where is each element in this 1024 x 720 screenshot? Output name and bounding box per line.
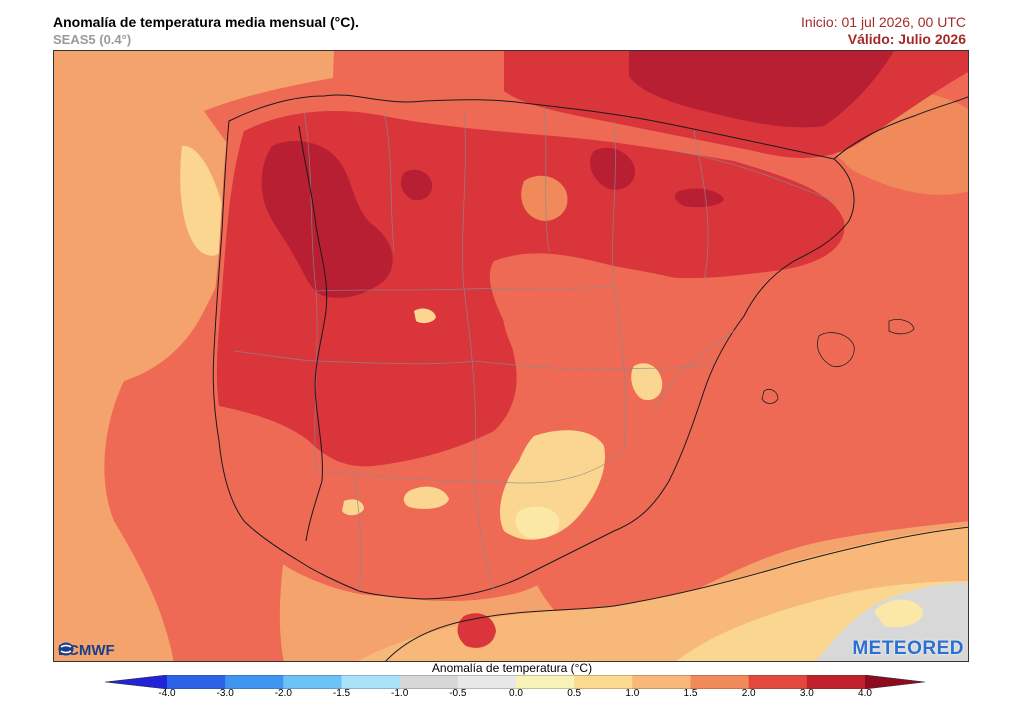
valid-time: Válido: Julio 2026 (847, 31, 966, 47)
colorbar-segment (516, 675, 575, 689)
iberia-coastline (212, 94, 855, 600)
colorbar-segment (632, 675, 691, 689)
colorbar-tick-label: -0.5 (449, 688, 467, 699)
colorbar-segment (690, 675, 750, 689)
colorbar-segment (399, 675, 459, 689)
balearic-menorca (888, 319, 915, 335)
ecmwf-icon (58, 642, 74, 656)
meteored-logo: METEORED (852, 638, 964, 659)
anomaly-area-southeast (361, 253, 724, 576)
portugal-border (298, 125, 328, 542)
colorbar-tick-label: 0.0 (509, 688, 523, 699)
colorbar-tick-label: 2.0 (741, 688, 756, 699)
colorbar-segment (748, 675, 808, 689)
balearic-mallorca (817, 332, 855, 367)
anomaly-spot-ebro (589, 147, 635, 190)
anomaly-patch-cordoba (403, 486, 449, 509)
anomaly-patch-valencia (631, 363, 663, 401)
colorbar-segment (574, 675, 633, 689)
pyrenees-coast (833, 96, 968, 160)
anomaly-spot-aragon (674, 188, 724, 208)
anomaly-patch-atlantic-light (180, 145, 227, 256)
model-label: SEAS5 (0.4°) (53, 32, 132, 47)
colorbar-tick-label: -3.0 (216, 688, 234, 699)
colorbar-tick-label: -4.0 (158, 688, 176, 699)
anomaly-patch-madrid (414, 308, 436, 324)
colorbar-segment (283, 675, 342, 689)
map-canvas (54, 51, 968, 661)
africa-coastline (385, 526, 968, 661)
ecmwf-logo: ECMWF (58, 642, 115, 659)
region-borders (233, 105, 835, 592)
colorbar-tick-label: 1.5 (683, 688, 698, 699)
colorbar-segment (225, 675, 284, 689)
colorbar-tick-label: 3.0 (799, 688, 814, 699)
anomaly-spot-castilla (400, 169, 433, 201)
colorbar-tick-label: -2.0 (274, 688, 292, 699)
colorbar-segment (341, 675, 401, 689)
colorbar-extend-high (865, 675, 925, 689)
colorbar-segment (806, 675, 866, 689)
anomaly-spot-alboran (457, 613, 496, 648)
map-title: Anomalía de temperatura media mensual (°… (53, 14, 359, 30)
anomaly-area-ne-darkest (629, 51, 894, 128)
colorbar-tick-label: 0.5 (567, 688, 582, 699)
colorbar-segment (457, 675, 517, 689)
temperature-anomaly-map[interactable]: ECMWF METEORED (53, 50, 969, 662)
africa-yellow-spot (874, 599, 923, 628)
balearic-ibiza (761, 389, 779, 404)
colorbar-segment (167, 675, 226, 689)
colorbar (105, 675, 925, 689)
colorbar-tick-label: 4.0 (858, 688, 872, 699)
colorbar-label: Anomalía de temperatura (°C) (431, 661, 593, 675)
anomaly-patch-murcia-inner (515, 506, 560, 539)
colorbar-tick-label: -1.5 (332, 688, 351, 699)
colorbar-tick-label: 1.0 (625, 688, 640, 699)
anomaly-area-nw-dark (261, 141, 393, 298)
colorbar-extend-low (105, 675, 167, 689)
init-time: Inicio: 01 jul 2026, 00 UTC (801, 14, 966, 30)
colorbar-tick-label: -1.0 (391, 688, 409, 699)
anomaly-patch-burgos (521, 175, 568, 221)
